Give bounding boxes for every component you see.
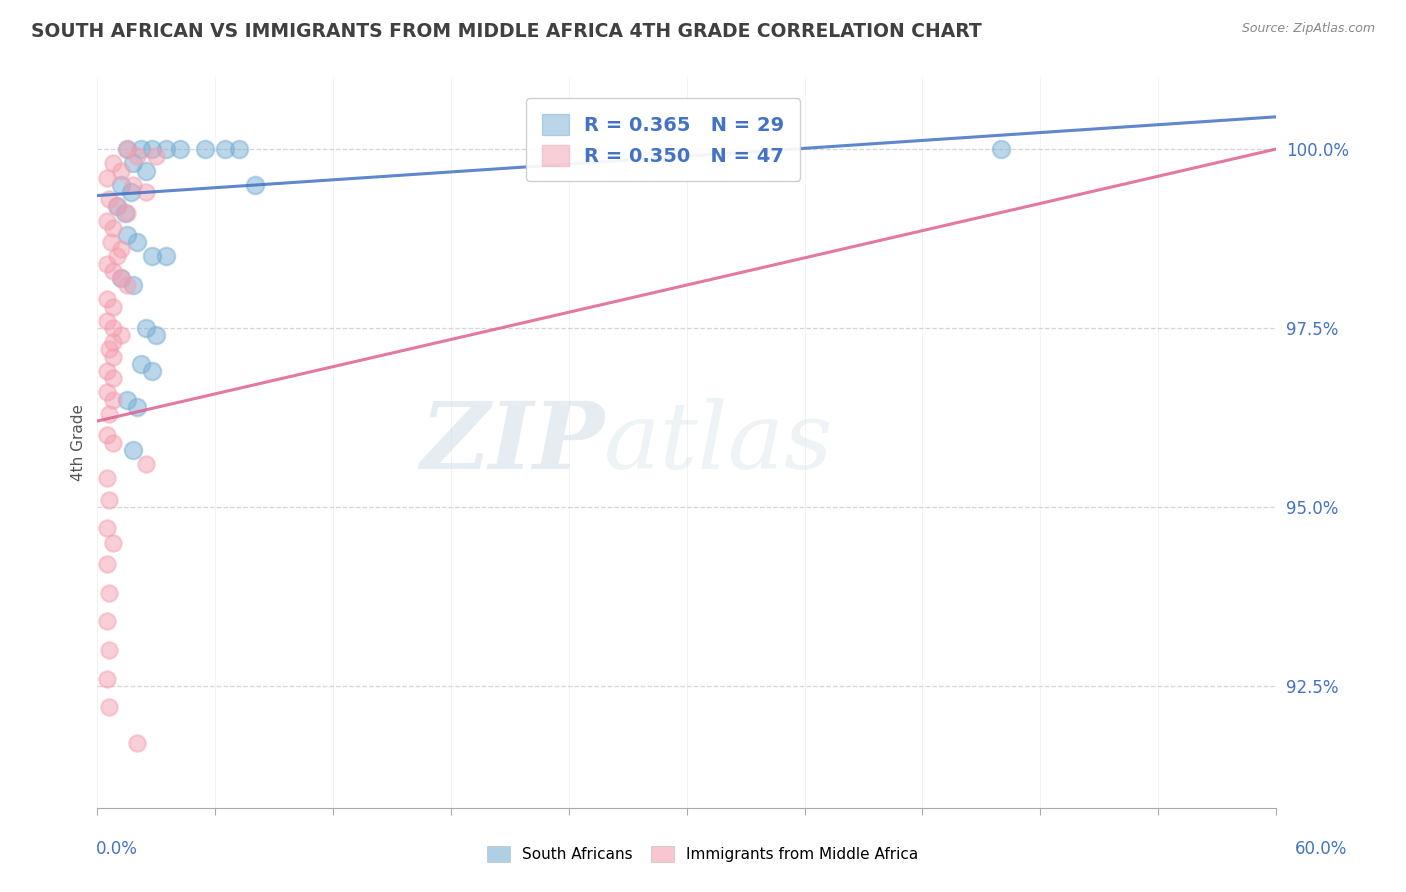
Point	[98, 192, 121, 206]
Point	[101, 335, 124, 350]
Point	[228, 142, 250, 156]
Point	[145, 328, 167, 343]
Point	[194, 142, 217, 156]
Point	[101, 371, 124, 385]
Text: Source: ZipAtlas.com: Source: ZipAtlas.com	[1241, 22, 1375, 36]
Point	[96, 314, 118, 328]
Point	[96, 170, 118, 185]
Point	[141, 249, 163, 263]
Point	[110, 271, 132, 285]
Text: 60.0%: 60.0%	[1295, 840, 1347, 858]
Point	[110, 271, 132, 285]
Point	[101, 220, 124, 235]
Point	[115, 278, 138, 293]
Point	[115, 206, 138, 220]
Point	[98, 643, 121, 657]
Point	[101, 263, 124, 277]
Point	[125, 149, 148, 163]
Point	[214, 142, 236, 156]
Point	[155, 142, 177, 156]
Point	[125, 736, 148, 750]
Point	[121, 278, 143, 293]
Point	[105, 249, 128, 263]
Point	[96, 471, 118, 485]
Point	[101, 321, 124, 335]
Point	[96, 256, 118, 270]
Point	[120, 185, 142, 199]
Point	[101, 156, 124, 170]
Point	[105, 199, 128, 213]
Text: ZIP: ZIP	[420, 398, 605, 488]
Point	[135, 185, 157, 199]
Point	[115, 227, 138, 242]
Point	[115, 142, 138, 156]
Point	[101, 392, 124, 407]
Point	[141, 142, 163, 156]
Point	[145, 149, 167, 163]
Text: atlas: atlas	[605, 398, 834, 488]
Point	[115, 392, 138, 407]
Point	[110, 242, 132, 256]
Point	[96, 364, 118, 378]
Point	[100, 235, 122, 249]
Point	[135, 457, 157, 471]
Point	[121, 156, 143, 170]
Text: SOUTH AFRICAN VS IMMIGRANTS FROM MIDDLE AFRICA 4TH GRADE CORRELATION CHART: SOUTH AFRICAN VS IMMIGRANTS FROM MIDDLE …	[31, 22, 981, 41]
Point	[129, 357, 152, 371]
Point	[98, 407, 121, 421]
Point	[105, 199, 128, 213]
Point	[98, 492, 121, 507]
Point	[101, 350, 124, 364]
Point	[121, 178, 143, 192]
Point	[101, 300, 124, 314]
Point	[101, 435, 124, 450]
Point	[110, 163, 132, 178]
Legend: R = 0.365   N = 29, R = 0.350   N = 47: R = 0.365 N = 29, R = 0.350 N = 47	[526, 98, 800, 181]
Point	[101, 535, 124, 549]
Point	[96, 615, 118, 629]
Point	[98, 586, 121, 600]
Point	[96, 293, 118, 307]
Point	[114, 206, 136, 220]
Point	[125, 235, 148, 249]
Point	[135, 163, 157, 178]
Point	[121, 442, 143, 457]
Point	[135, 321, 157, 335]
Point	[98, 343, 121, 357]
Point	[96, 558, 118, 572]
Point	[98, 700, 121, 714]
Y-axis label: 4th Grade: 4th Grade	[72, 404, 86, 481]
Point	[243, 178, 266, 192]
Point	[129, 142, 152, 156]
Point	[169, 142, 191, 156]
Point	[110, 328, 132, 343]
Point	[990, 142, 1012, 156]
Text: 0.0%: 0.0%	[96, 840, 138, 858]
Point	[96, 385, 118, 400]
Point	[141, 364, 163, 378]
Point	[110, 178, 132, 192]
Point	[96, 521, 118, 535]
Point	[96, 672, 118, 686]
Point	[125, 400, 148, 414]
Point	[115, 142, 138, 156]
Point	[155, 249, 177, 263]
Point	[96, 213, 118, 227]
Point	[96, 428, 118, 442]
Legend: South Africans, Immigrants from Middle Africa: South Africans, Immigrants from Middle A…	[481, 840, 925, 868]
